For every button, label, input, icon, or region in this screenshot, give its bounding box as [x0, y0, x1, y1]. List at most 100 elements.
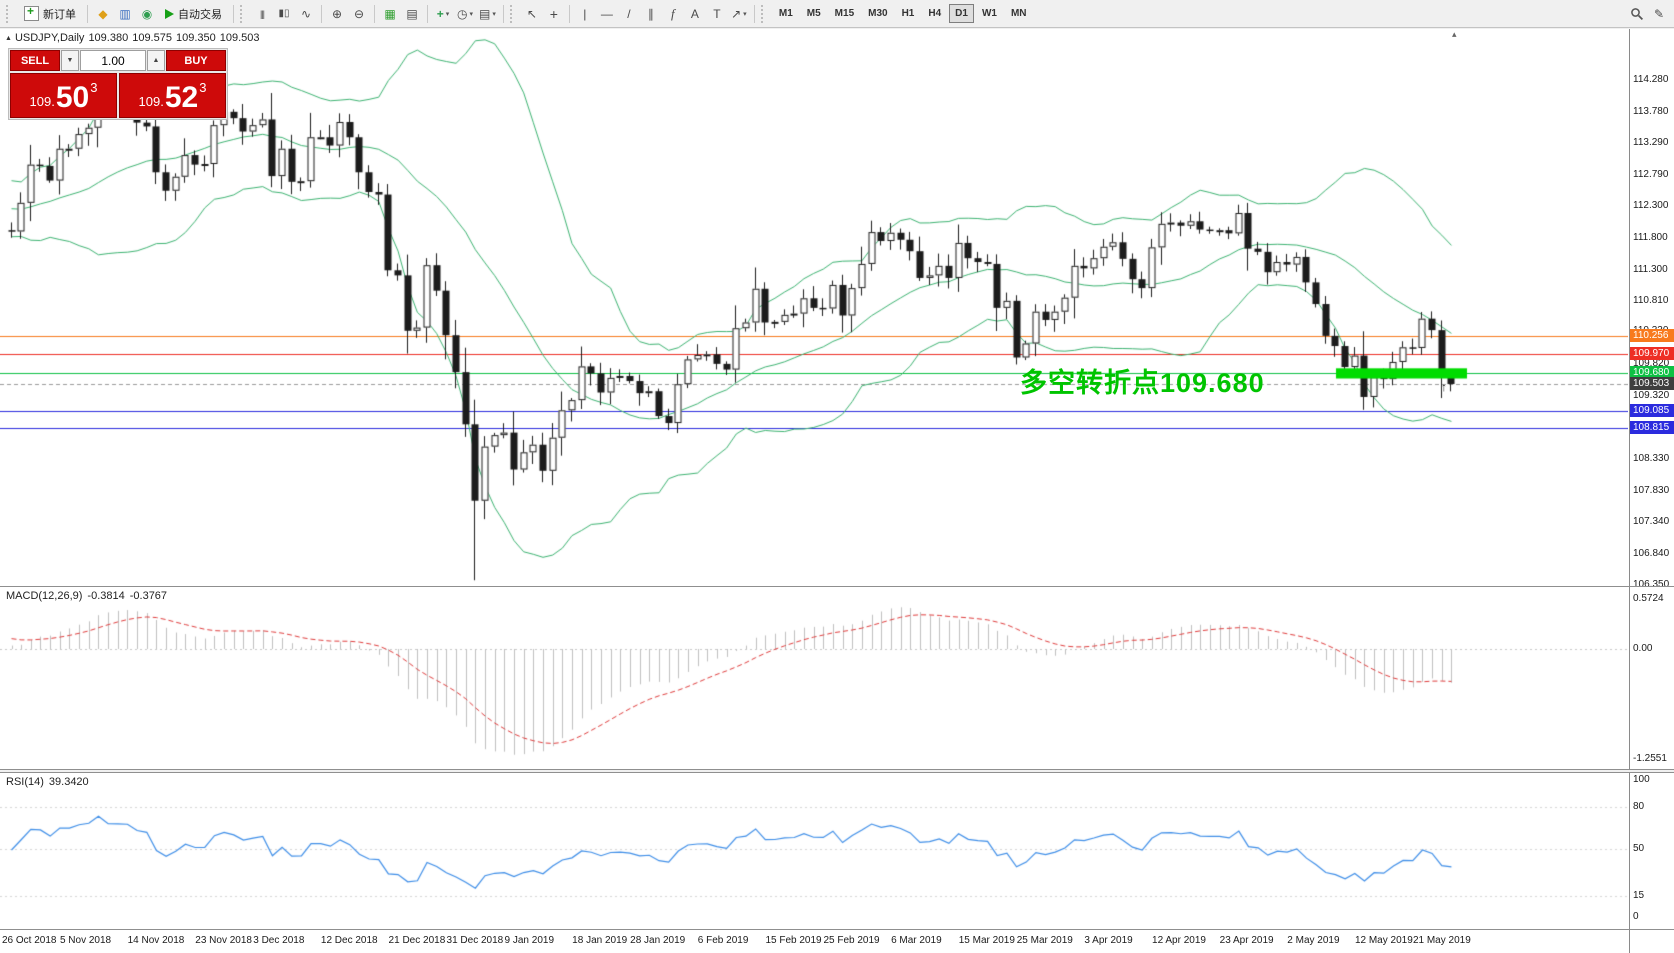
toolbar-grip[interactable] — [240, 4, 246, 23]
panel-separator[interactable] — [0, 769, 1674, 773]
indicators-button[interactable]: + ▾ — [432, 3, 454, 25]
chevron-down-icon: ▾ — [469, 10, 473, 18]
date-axis-label: 12 Dec 2018 — [320, 935, 378, 946]
sell-price-big: 50 — [55, 81, 90, 114]
fibonacci-button[interactable]: f — [662, 3, 684, 25]
sell-price-button[interactable]: 109. 50 3 — [10, 73, 117, 118]
autotrading-play-icon — [165, 8, 174, 19]
chart-region: ▲ USDJPY,Daily 109.380 109.575 109.350 109.50… — [0, 29, 1674, 953]
marketwatch-icon: ◆ — [98, 6, 108, 21]
new-order-icon — [24, 4, 39, 21]
candlestick-chart-icon: ▮▯ — [278, 8, 290, 19]
symbol-label: USDJPY,Daily — [14, 32, 85, 44]
timeframe-m1[interactable]: M1 — [773, 4, 799, 23]
vertical-line-icon: | — [583, 6, 587, 21]
toolbar-separator — [427, 4, 428, 23]
buy-price-button[interactable]: 109. 52 3 — [119, 73, 226, 118]
chart-symbol-title: ▲ USDJPY,Daily 109.380 109.575 109.350 109.50… — [5, 32, 264, 44]
sell-button[interactable]: SELL — [10, 50, 60, 71]
tile-windows-button[interactable]: ▦ — [379, 3, 401, 25]
rsi-panel-canvas[interactable] — [0, 773, 1628, 929]
timeframe-w1[interactable]: W1 — [976, 4, 1003, 23]
volume-decrease-button[interactable]: ▼ — [61, 50, 79, 71]
buy-price-big: 52 — [164, 81, 199, 114]
date-axis-label: 9 Jan 2019 — [504, 935, 555, 946]
date-axis-label: 3 Dec 2018 — [253, 935, 305, 946]
date-axis-label: 25 Feb 2019 — [823, 935, 880, 946]
candlestick-chart-button[interactable]: ▮▯ — [273, 3, 295, 25]
volume-input[interactable] — [80, 50, 146, 71]
macd-panel-canvas[interactable] — [0, 587, 1628, 769]
marketwatch-button[interactable]: ◆ — [92, 3, 114, 25]
date-axis-label: 6 Feb 2019 — [697, 935, 749, 946]
buy-price-prefix: 109. — [138, 94, 164, 109]
price-axis-label: 109.820 — [1633, 357, 1670, 369]
timeframe-m30[interactable]: M30 — [862, 4, 893, 23]
autotrading-button[interactable]: 自动交易 — [158, 3, 229, 25]
timeframe-m15[interactable]: M15 — [829, 4, 860, 23]
panel-separator[interactable] — [0, 586, 1674, 587]
macd-axis-label: -1.2551 — [1633, 753, 1667, 765]
toolbar-grip[interactable] — [509, 4, 516, 23]
text-button[interactable]: A — [684, 3, 706, 25]
toolbar-separator — [374, 4, 375, 23]
main-chart-canvas[interactable] — [0, 29, 1628, 586]
arrange-windows-button[interactable]: ▤ — [401, 3, 423, 25]
search-button[interactable] — [1626, 3, 1648, 25]
one-click-toggle-icon[interactable]: ▲ — [5, 35, 12, 42]
timeframe-d1[interactable]: D1 — [949, 4, 974, 23]
timeframe-m5[interactable]: M5 — [801, 4, 827, 23]
zoom-out-icon: ⊖ — [353, 6, 365, 21]
price-axis-label: 110.810 — [1633, 294, 1669, 306]
data-window-icon: ▥ — [119, 6, 131, 21]
price-scale[interactable]: 114.280 113.780 113.290 112.790 112.300 111.8… — [1629, 29, 1674, 953]
date-axis-label: 21 May 2019 — [1412, 935, 1471, 946]
chart-shift-marker-icon[interactable]: ▴ — [1452, 29, 1457, 39]
compose-button[interactable]: ✎ — [1648, 3, 1670, 25]
horizontal-line-button[interactable]: — — [596, 3, 618, 25]
compose-icon: ✎ — [1653, 6, 1665, 21]
vertical-line-button[interactable]: | — [574, 3, 596, 25]
price-axis-label: 111.300 — [1633, 263, 1668, 275]
price-level-tag: 109.680 — [1630, 365, 1674, 379]
toolbar-grip[interactable] — [6, 4, 12, 23]
date-axis-label: 3 Apr 2019 — [1084, 935, 1133, 946]
zoom-in-button[interactable]: ⊕ — [326, 3, 348, 25]
cursor-button[interactable]: ↖ — [521, 3, 543, 25]
date-axis[interactable]: 26 Oct 2018 5 Nov 2018 14 Nov 2018 23 Nov 2… — [0, 930, 1628, 953]
price-axis-label: 113.780 — [1633, 105, 1669, 117]
date-axis-label: 15 Feb 2019 — [765, 935, 822, 946]
navigator-button[interactable]: ◉ — [136, 3, 158, 25]
data-window-button[interactable]: ▥ — [114, 3, 136, 25]
crosshair-button[interactable]: + — [543, 3, 565, 25]
templates-button[interactable]: ▤ ▾ — [476, 3, 499, 25]
line-chart-button[interactable]: ∿ — [295, 3, 317, 25]
periods-button[interactable]: ◷ ▾ — [454, 3, 476, 25]
bar-chart-button[interactable]: ||| — [251, 3, 273, 25]
timeframe-h1[interactable]: H1 — [896, 4, 921, 23]
indicators-icon: + — [436, 6, 444, 21]
volume-increase-button[interactable]: ▲ — [147, 50, 165, 71]
trendline-icon: / — [627, 6, 631, 21]
buy-button[interactable]: BUY — [166, 50, 226, 71]
channel-button[interactable]: ∥ — [640, 3, 662, 25]
price-level-tag: 109.085 — [1630, 403, 1674, 417]
timeframe-h4[interactable]: H4 — [922, 4, 947, 23]
zoom-in-icon: ⊕ — [331, 6, 343, 21]
label-button[interactable]: T — [706, 3, 728, 25]
date-axis-label: 23 Apr 2019 — [1219, 935, 1274, 946]
date-axis-label: 2 May 2019 — [1287, 935, 1340, 946]
price-axis-label: 112.300 — [1633, 200, 1669, 211]
chart-annotation-text[interactable]: 多空转折点109.680 — [1020, 368, 1265, 398]
timeframe-mn[interactable]: MN — [1005, 4, 1033, 23]
zoom-out-button[interactable]: ⊖ — [348, 3, 370, 25]
search-icon — [1631, 7, 1644, 20]
new-order-button[interactable]: 新订单 — [17, 3, 83, 25]
date-axis-label: 6 Mar 2019 — [891, 935, 942, 946]
toolbar-grip[interactable] — [760, 4, 767, 23]
trendline-button[interactable]: / — [618, 3, 640, 25]
arrows-button[interactable]: ↗ ▾ — [728, 3, 750, 25]
label-icon: T — [713, 6, 721, 21]
line-chart-icon: ∿ — [300, 6, 312, 21]
